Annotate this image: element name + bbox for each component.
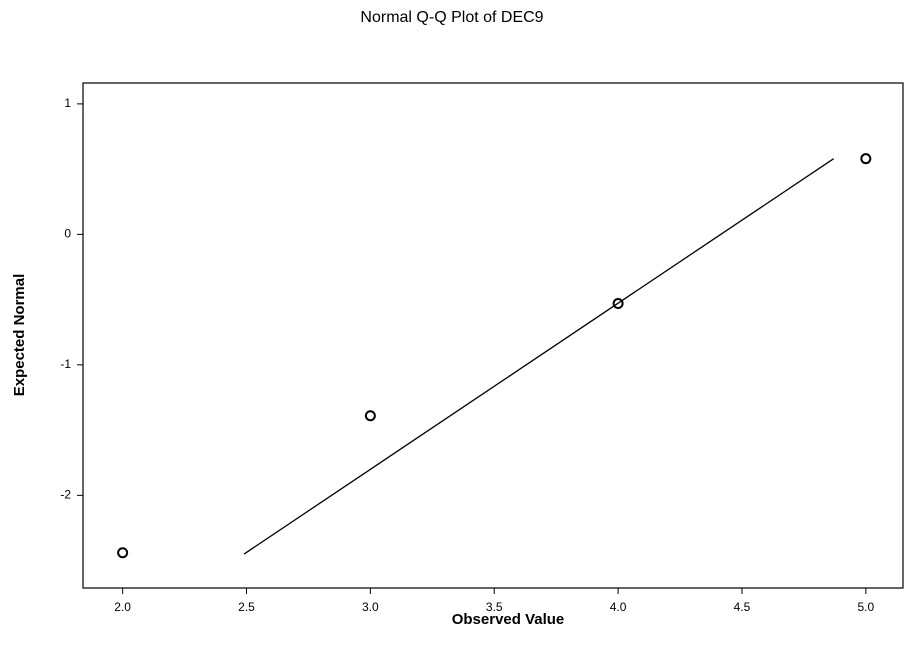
data-point [366,411,375,420]
data-point [861,154,870,163]
x-tick-label: 5.0 [857,600,874,614]
y-axis-label: Expected Normal [11,274,28,397]
y-tick-label: 0 [64,227,71,241]
chart: Normal Q-Q Plot of DEC9 Observed Value E… [0,0,904,661]
plot-frame [83,83,903,588]
x-tick-label: 2.0 [114,600,131,614]
y-tick-label: -2 [60,488,71,502]
data-point [118,548,127,557]
x-axis-label: Observed Value [452,611,565,628]
chart-title: Normal Q-Q Plot of DEC9 [360,9,543,26]
x-tick-label: 4.5 [734,600,751,614]
y-tick-label: -1 [60,357,71,371]
x-tick-label: 2.5 [238,600,255,614]
reference-line [244,159,834,554]
x-tick-label: 4.0 [610,600,627,614]
x-tick-label: 3.5 [486,600,503,614]
y-tick-label: 1 [64,96,71,110]
x-tick-label: 3.0 [362,600,379,614]
